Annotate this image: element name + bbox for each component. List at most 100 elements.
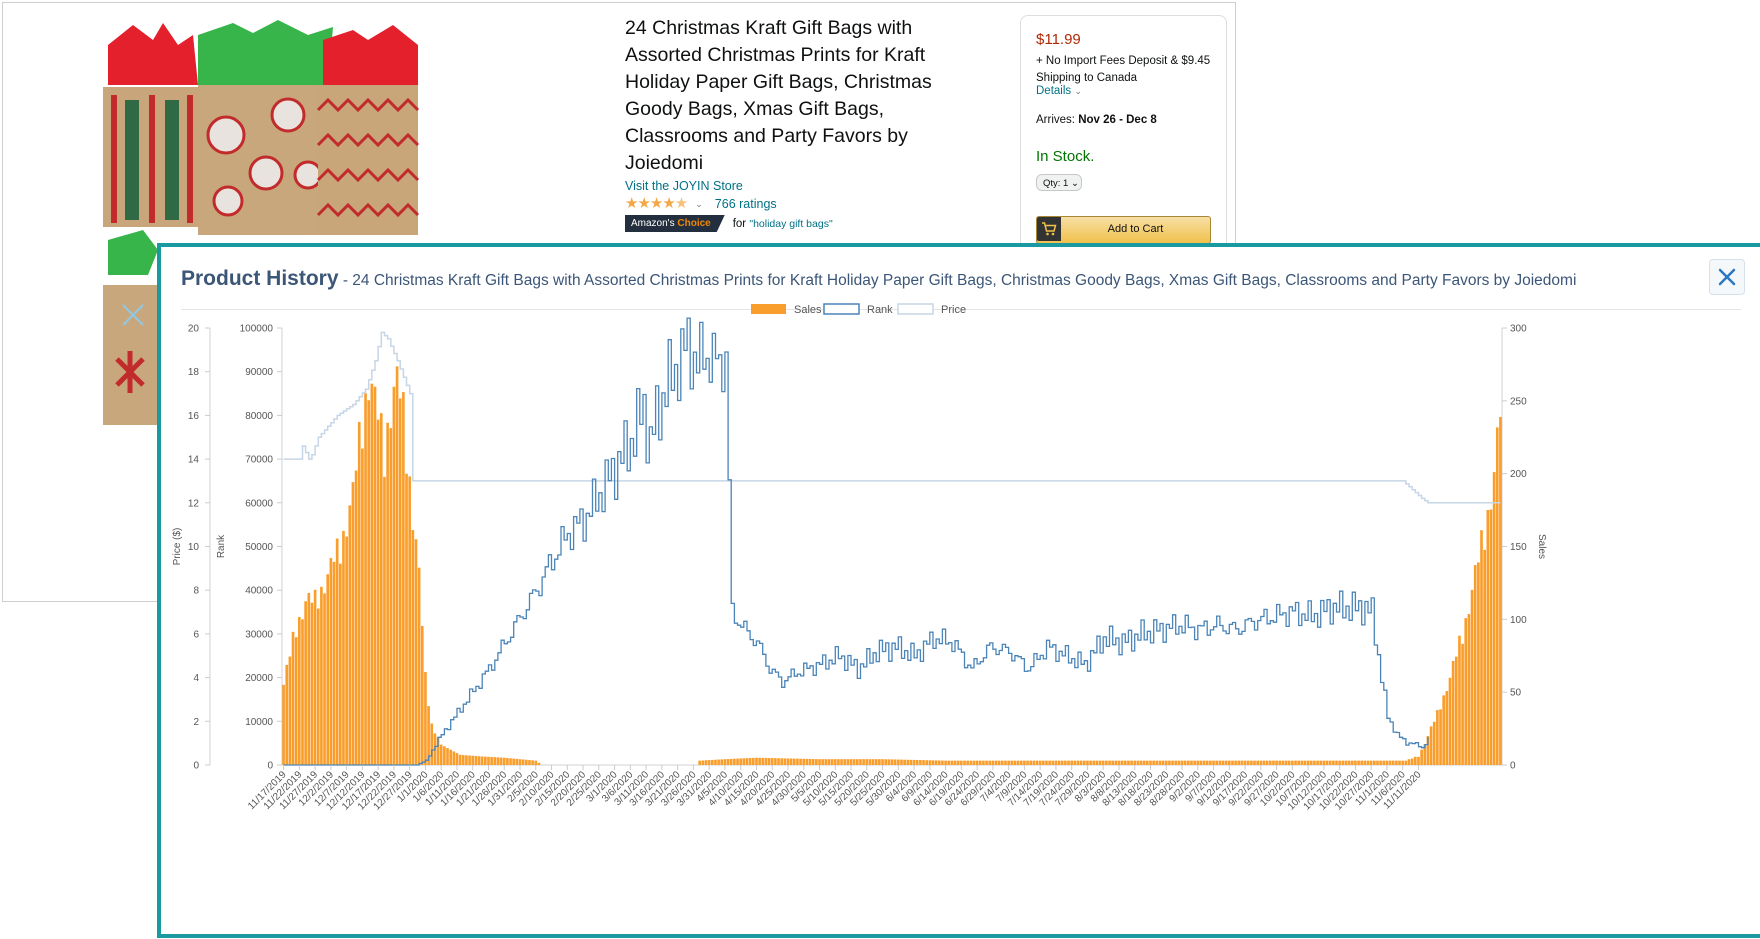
sales-bar: [1458, 635, 1461, 765]
qty-select[interactable]: Qty: 1 ⌄: [1036, 174, 1082, 191]
sales-bar: [1398, 760, 1401, 765]
sales-bar: [733, 758, 736, 765]
sales-bar: [1218, 760, 1222, 765]
sales-bar: [833, 759, 837, 765]
sales-tick-label: 150: [1510, 542, 1527, 553]
sales-tick-label: 250: [1510, 396, 1527, 407]
sales-bar: [446, 748, 449, 765]
sales-bar: [477, 756, 481, 765]
sales-bar: [837, 759, 840, 765]
sales-bar: [802, 758, 806, 765]
details-link[interactable]: Details ⌄: [1036, 85, 1082, 97]
sales-bar: [796, 758, 799, 765]
sales-bar: [1401, 760, 1405, 765]
sales-bar: [1120, 760, 1124, 765]
sales-bar: [1328, 760, 1332, 765]
sales-bar: [783, 758, 787, 765]
sales-bar: [509, 758, 512, 765]
sales-bar: [859, 759, 862, 765]
sales-bar: [443, 746, 446, 765]
sales-bar: [1174, 760, 1178, 765]
sales-bar: [1117, 760, 1121, 765]
sales-bar: [1492, 472, 1496, 765]
sales-bar: [515, 758, 519, 765]
add-to-cart-label[interactable]: Add to Cart: [1107, 223, 1164, 235]
sales-bar: [518, 759, 522, 765]
close-button[interactable]: [1709, 259, 1745, 295]
sales-bar: [468, 755, 471, 765]
price-tick-label: 4: [193, 673, 199, 684]
sales-bar: [1136, 760, 1140, 765]
sales-bar: [1227, 760, 1231, 765]
modal-subtitle: - 24 Christmas Kraft Gift Bags with Asso…: [338, 272, 1577, 289]
sales-bar: [310, 602, 314, 765]
sales-bar: [698, 760, 702, 765]
price-tick-label: 6: [193, 629, 199, 640]
sales-bar: [474, 756, 478, 765]
sales-bar: [843, 759, 847, 765]
arrives-dates: Nov 26 - Dec 8: [1078, 114, 1157, 126]
sales-bar: [774, 758, 777, 765]
store-link[interactable]: Visit the JOYIN Store: [625, 179, 743, 193]
sales-bar: [884, 759, 888, 765]
star-icon[interactable]: ★★★★: [625, 195, 676, 212]
sales-bar: [710, 759, 714, 765]
sales-bar: [1448, 677, 1452, 765]
sales-bar: [896, 759, 900, 765]
sales-bar: [1473, 565, 1477, 765]
half-star-icon[interactable]: ★: [674, 195, 688, 212]
chevron-down-icon[interactable]: ⌄: [695, 198, 703, 209]
sales-bar: [376, 419, 380, 765]
sales-bar: [1467, 614, 1471, 765]
sales-bar: [723, 759, 727, 765]
sales-bar: [389, 428, 393, 765]
sales-bar: [1082, 760, 1086, 765]
sales-bar: [1363, 760, 1367, 765]
sales-bar: [1300, 760, 1304, 765]
ratings-link[interactable]: 766 ratings: [714, 197, 777, 211]
sales-bar: [1045, 760, 1048, 765]
close-icon[interactable]: [1718, 268, 1736, 286]
qty-value[interactable]: Qty: 1: [1043, 178, 1069, 189]
price-tick-label: 16: [188, 411, 200, 422]
sales-bar: [1423, 744, 1427, 765]
sales-bar: [411, 530, 415, 765]
legend-price-label: Price: [941, 304, 966, 316]
sales-bar: [528, 760, 531, 765]
details-label[interactable]: Details: [1036, 85, 1072, 97]
sales-bar: [881, 759, 884, 765]
add-to-cart-button[interactable]: Add to Cart: [1036, 216, 1211, 244]
amazons-choice-badge: Amazon's Choice: [625, 215, 725, 232]
sales-bar: [1250, 760, 1253, 765]
sales-bar: [799, 758, 802, 765]
sales-bar: [1294, 760, 1297, 765]
sales-bar: [985, 760, 988, 765]
sales-bar: [465, 755, 468, 765]
sales-bar: [329, 558, 333, 765]
product-image[interactable]: [103, 15, 463, 440]
sales-bar: [960, 760, 963, 765]
sales-bar: [966, 760, 969, 765]
sales-bar: [1369, 760, 1373, 765]
sales-bar: [720, 759, 724, 765]
sales-bar: [1029, 760, 1033, 765]
legend-rank-label: Rank: [867, 304, 893, 316]
sales-bar: [701, 760, 705, 765]
sales-bar: [1407, 759, 1411, 765]
sales-bar: [1190, 760, 1193, 765]
price-axis-title: Price ($): [172, 528, 183, 566]
price-tick-label: 12: [188, 498, 200, 509]
sales-bar: [1366, 760, 1370, 765]
modal-header: Product History - 24 Christmas Kraft Gif…: [181, 267, 1681, 291]
sales-bar: [402, 392, 405, 765]
sales-bar: [502, 757, 506, 765]
sales-bar: [871, 759, 875, 765]
sales-bar: [1164, 760, 1168, 765]
sales-bar: [988, 760, 992, 765]
keyword-link[interactable]: "holiday gift bags": [749, 217, 833, 230]
sales-bar: [944, 760, 947, 765]
sales-bar: [1391, 760, 1395, 765]
buy-box: $11.99 + No Import Fees Deposit & $9.45 …: [1020, 15, 1227, 257]
sales-bar: [1382, 760, 1386, 765]
sales-bar: [1253, 760, 1256, 765]
